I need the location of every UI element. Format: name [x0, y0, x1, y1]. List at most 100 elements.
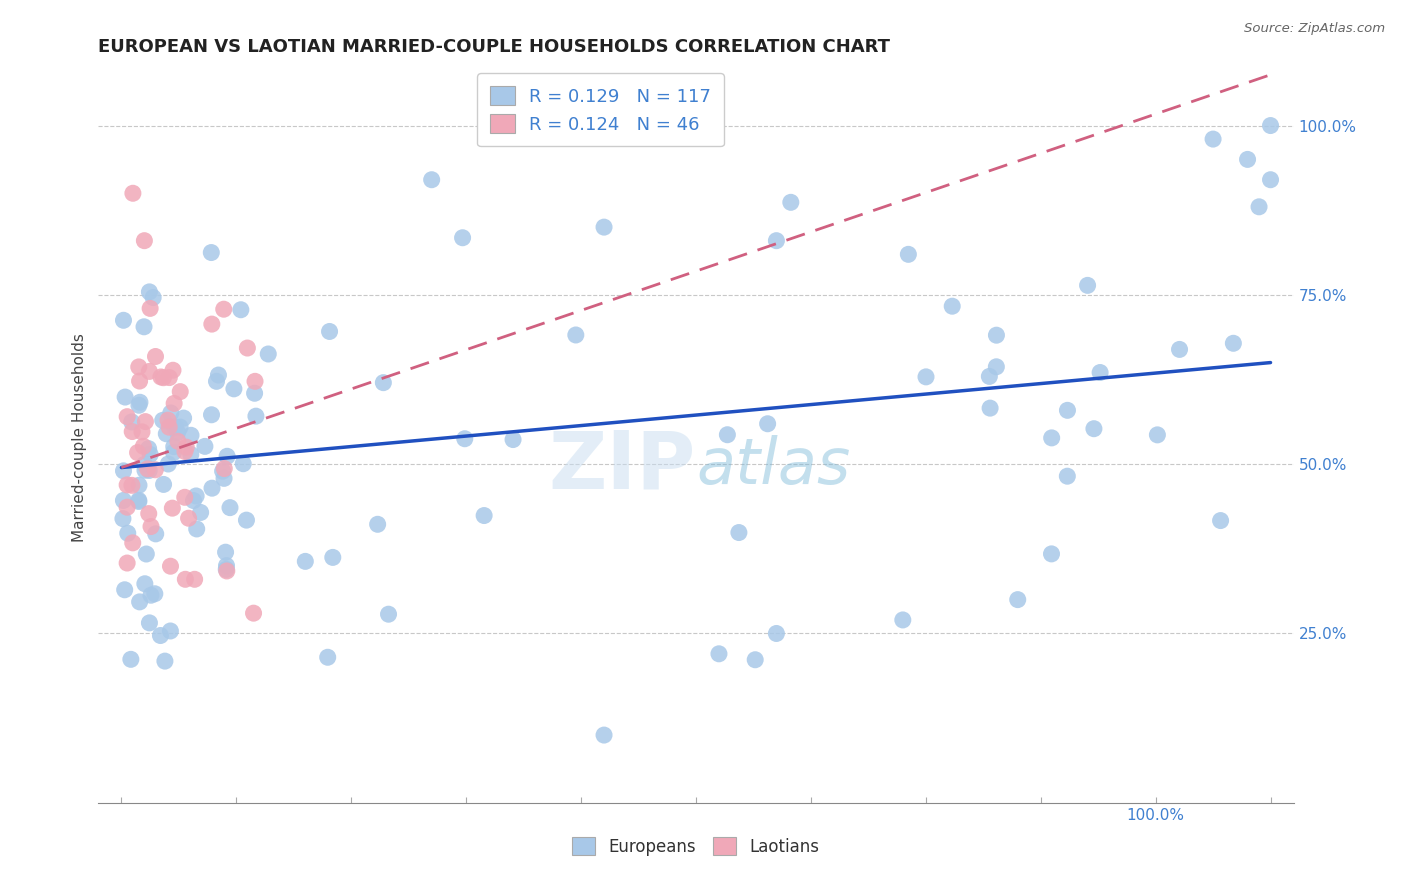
Text: atlas: atlas — [696, 435, 851, 498]
Point — [111, 511, 134, 525]
Point — [979, 369, 1001, 384]
Point — [1040, 547, 1063, 561]
Point — [897, 247, 920, 261]
Point — [765, 234, 787, 248]
Point — [117, 526, 139, 541]
Point — [180, 448, 202, 462]
Point — [121, 415, 143, 429]
Point — [152, 370, 174, 384]
Point — [143, 587, 166, 601]
Point — [214, 461, 236, 475]
Point — [215, 564, 238, 578]
Point — [194, 439, 217, 453]
Point — [122, 186, 145, 201]
Point — [779, 195, 801, 210]
Point — [245, 409, 267, 424]
Point — [201, 317, 224, 331]
Point — [121, 478, 143, 492]
Point — [190, 505, 212, 519]
Point — [138, 463, 160, 477]
Point — [322, 550, 344, 565]
Point — [162, 445, 184, 459]
Point — [1056, 403, 1078, 417]
Point — [174, 444, 197, 458]
Point — [121, 425, 143, 439]
Point — [502, 433, 524, 447]
Point — [139, 448, 162, 462]
Point — [986, 359, 1008, 374]
Point — [132, 439, 155, 453]
Point — [127, 445, 149, 459]
Point — [149, 370, 172, 384]
Point — [134, 415, 156, 429]
Point — [114, 390, 136, 404]
Point — [744, 653, 766, 667]
Point — [159, 624, 181, 638]
Point — [420, 172, 443, 186]
Point — [134, 234, 156, 248]
Point — [243, 374, 266, 388]
Point — [155, 426, 177, 441]
Point — [112, 313, 135, 327]
Point — [115, 478, 138, 492]
Point — [138, 507, 160, 521]
Point — [200, 245, 222, 260]
Point — [115, 556, 138, 570]
Point — [222, 382, 245, 396]
Point — [112, 464, 135, 478]
Point — [139, 588, 162, 602]
Point — [149, 628, 172, 642]
Point — [593, 728, 616, 742]
Point — [707, 647, 730, 661]
Point — [565, 328, 588, 343]
Point — [1088, 366, 1111, 380]
Point — [157, 420, 180, 434]
Point — [152, 477, 174, 491]
Point — [318, 325, 340, 339]
Y-axis label: Married-couple Households: Married-couple Households — [72, 333, 87, 541]
Point — [177, 511, 200, 525]
Point — [979, 401, 1001, 416]
Text: EUROPEAN VS LAOTIAN MARRIED-COUPLE HOUSEHOLDS CORRELATION CHART: EUROPEAN VS LAOTIAN MARRIED-COUPLE HOUSE… — [98, 38, 890, 56]
Point — [134, 463, 156, 477]
Point — [207, 368, 229, 382]
Point — [728, 525, 751, 540]
Point — [128, 398, 150, 412]
Point — [176, 440, 198, 454]
Point — [454, 432, 477, 446]
Point — [986, 328, 1008, 343]
Point — [1202, 132, 1225, 146]
Point — [169, 384, 191, 399]
Point — [1077, 278, 1099, 293]
Point — [156, 413, 179, 427]
Legend: Europeans, Laotians: Europeans, Laotians — [564, 829, 828, 864]
Point — [135, 547, 157, 561]
Point — [1236, 153, 1258, 167]
Point — [219, 500, 242, 515]
Point — [163, 396, 186, 410]
Point — [180, 428, 202, 442]
Point — [114, 582, 136, 597]
Point — [173, 411, 195, 425]
Point — [183, 572, 205, 586]
Point — [173, 491, 195, 505]
Point — [139, 519, 162, 533]
Point — [215, 558, 238, 573]
Point — [377, 607, 399, 622]
Point — [128, 493, 150, 508]
Point — [129, 395, 152, 409]
Point — [214, 545, 236, 559]
Point — [159, 406, 181, 420]
Point — [1146, 428, 1168, 442]
Point — [132, 319, 155, 334]
Point — [257, 347, 280, 361]
Point — [891, 613, 914, 627]
Point — [451, 231, 474, 245]
Point — [212, 471, 235, 485]
Point — [235, 513, 257, 527]
Point — [1083, 422, 1105, 436]
Point — [136, 462, 159, 476]
Point — [1260, 119, 1282, 133]
Point — [212, 302, 235, 317]
Point — [120, 652, 142, 666]
